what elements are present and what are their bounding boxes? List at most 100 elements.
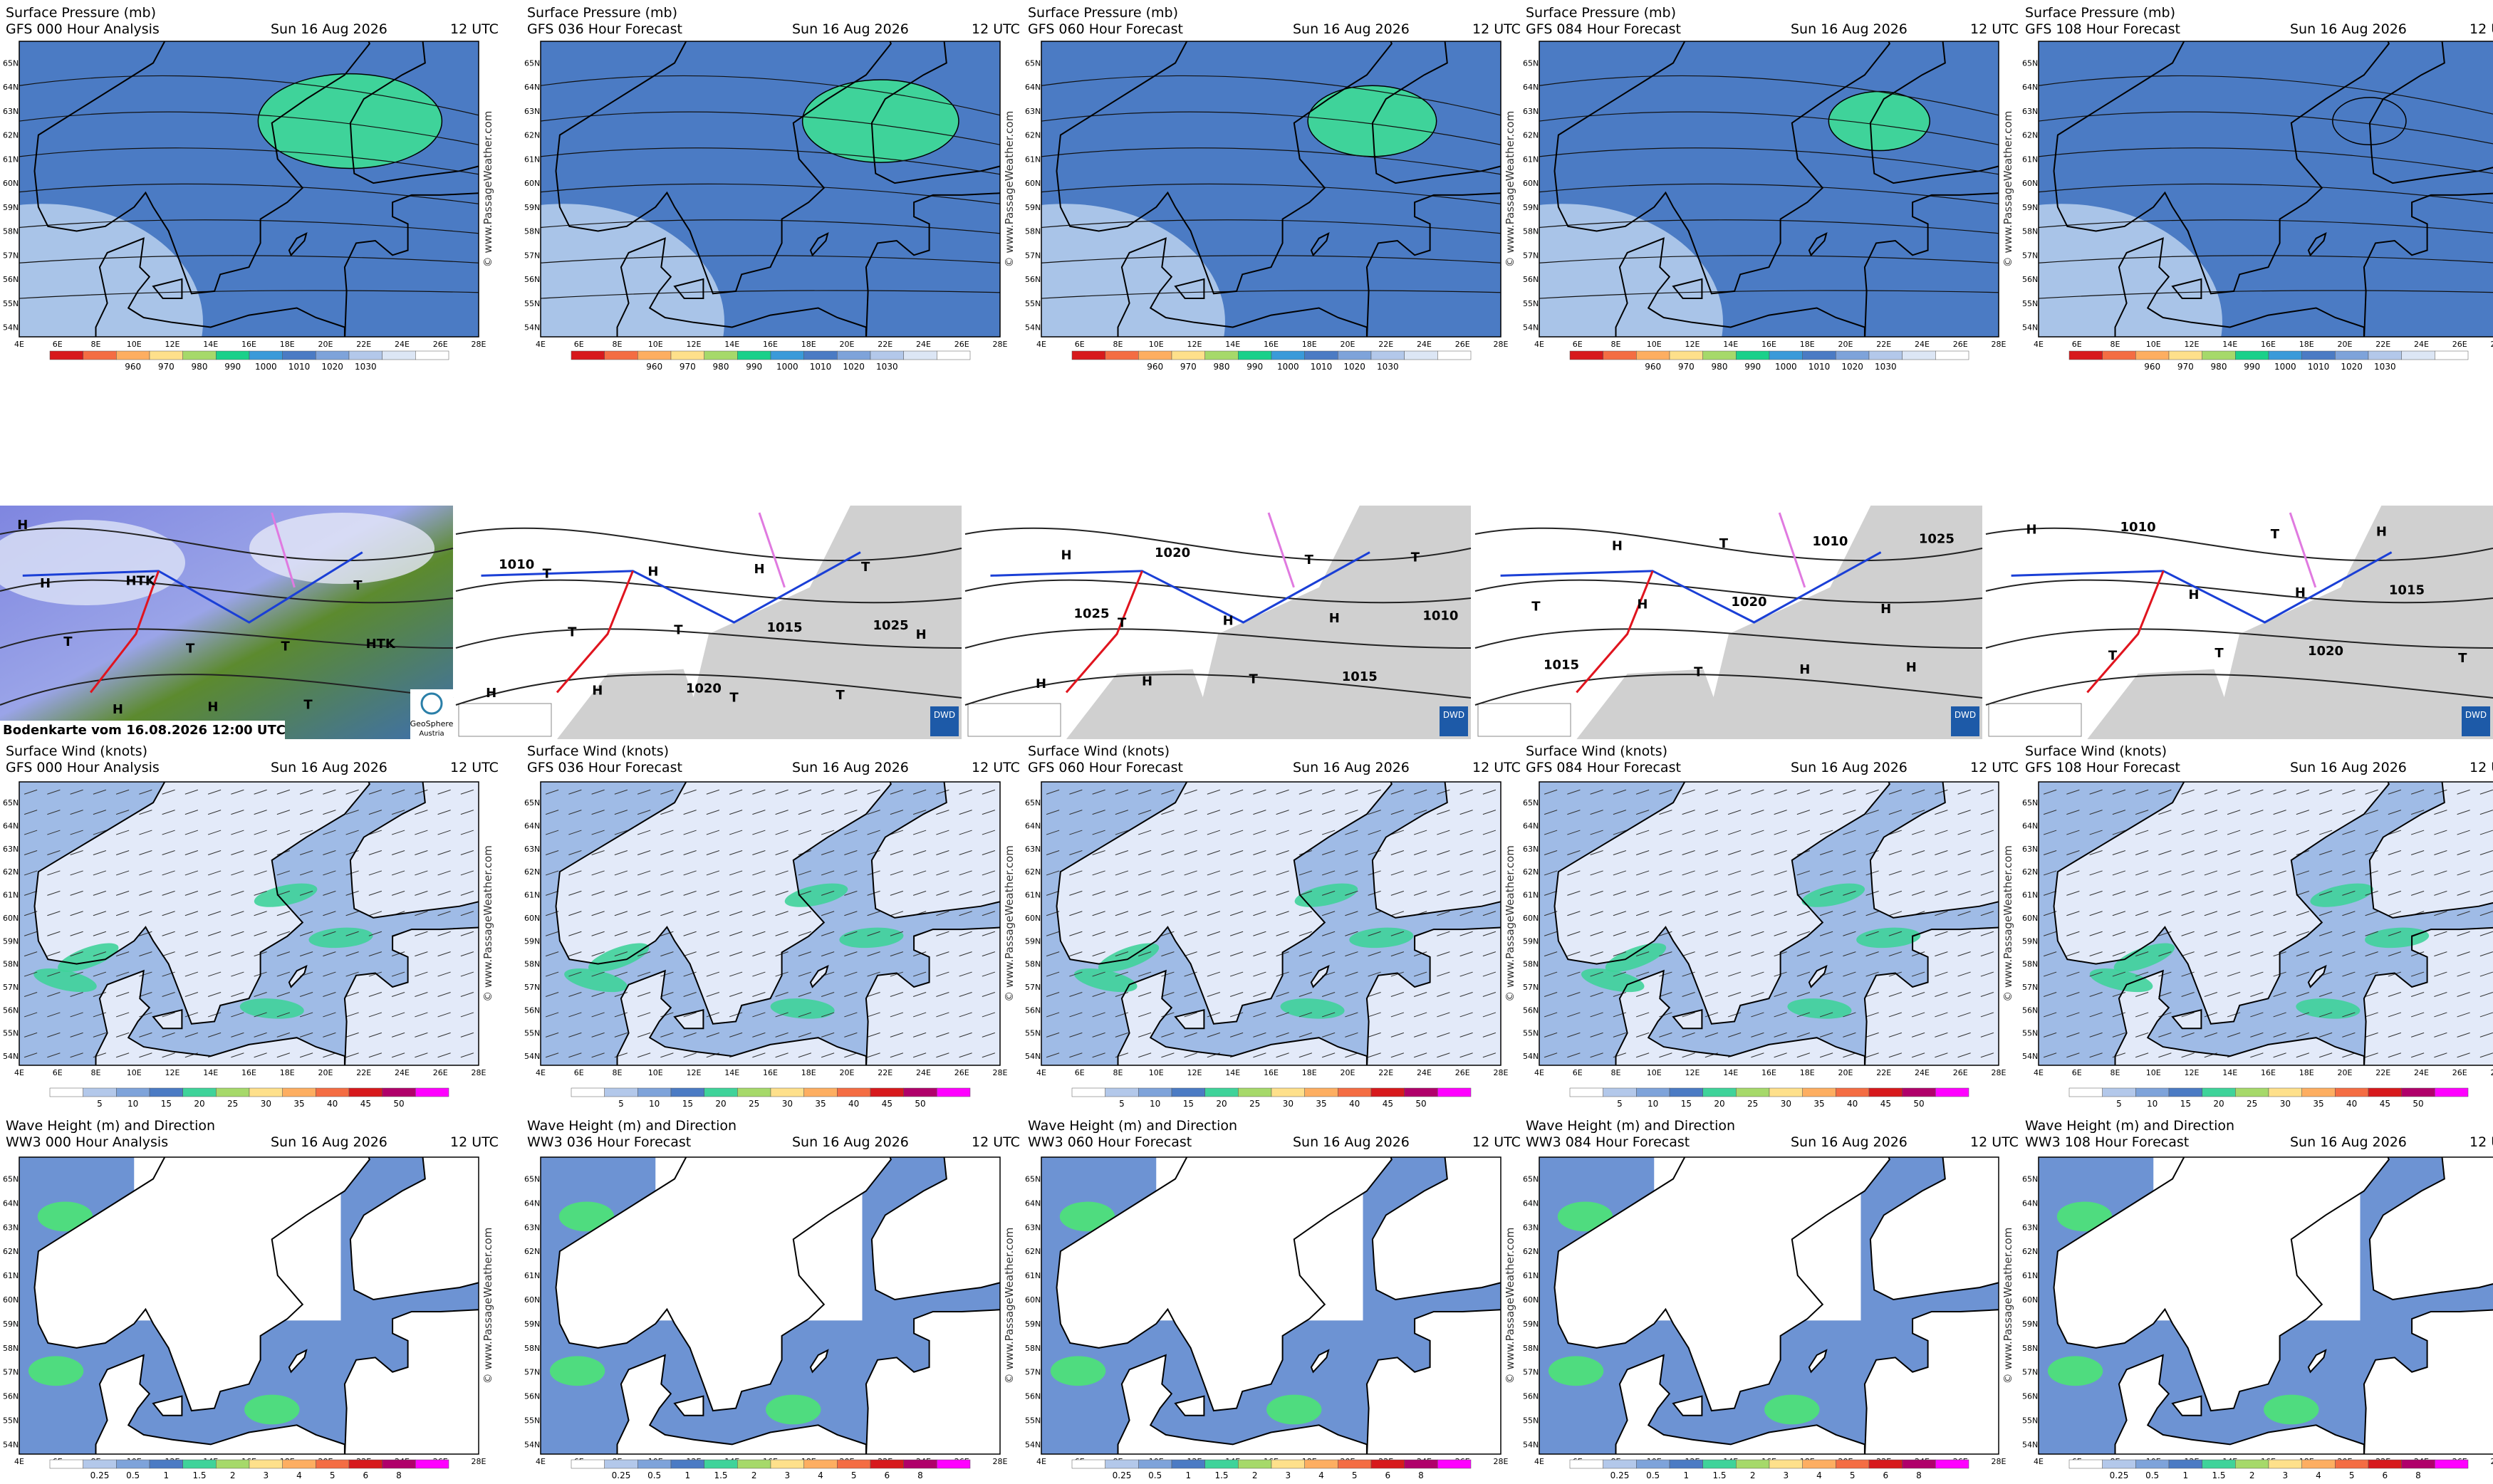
wind-barb xyxy=(959,1052,972,1058)
wind-barb xyxy=(1544,890,1558,896)
wind-barb xyxy=(2066,890,2080,896)
wind-barb xyxy=(299,1032,313,1038)
wind-barb xyxy=(1161,810,1175,815)
colorbar-label: 25 xyxy=(1747,1099,1758,1109)
lon-label: 10E xyxy=(1647,1068,1662,1077)
wind-barb xyxy=(2043,890,2057,896)
land xyxy=(1066,669,1218,739)
wind-barb xyxy=(1161,971,1175,977)
wind-barb xyxy=(1138,789,1152,795)
wind-barb xyxy=(1911,992,1925,997)
colorbar-swatch xyxy=(1370,350,1405,360)
wind-barb xyxy=(936,951,949,957)
colorbar-label: 25 xyxy=(749,1099,759,1109)
wind-barb xyxy=(1980,971,1994,977)
time-label: 12 UTC xyxy=(1472,1134,1521,1150)
wind-barb xyxy=(276,971,291,977)
pressure-center: H xyxy=(1329,611,1340,626)
wind-barb xyxy=(1843,992,1856,997)
wind-barb xyxy=(1590,890,1603,896)
wind-barb xyxy=(706,830,720,835)
high-waves xyxy=(1548,1356,1604,1386)
wind-barb xyxy=(2342,911,2356,916)
lat-label: 55N xyxy=(2022,1416,2038,1426)
colorbar-swatch xyxy=(83,1459,117,1469)
colorbar-swatch xyxy=(1105,1459,1139,1469)
wind-barb xyxy=(683,789,697,795)
wind-barb xyxy=(1276,890,1289,896)
wind-barb xyxy=(1774,789,1787,795)
colorbar-swatch xyxy=(49,1459,83,1469)
map xyxy=(1041,1157,1501,1454)
wind-barb xyxy=(867,911,880,916)
wind-barb xyxy=(70,870,83,876)
land xyxy=(557,669,709,739)
wind-barb xyxy=(1843,971,1856,977)
wind-barb xyxy=(1751,1012,1764,1018)
wind-barb xyxy=(1482,850,1497,855)
wind-barb xyxy=(1704,830,1719,835)
colorbar-label: 1 xyxy=(685,1470,691,1480)
wind-barb xyxy=(1774,992,1787,997)
wind-barb xyxy=(1567,1032,1581,1038)
wind-barb xyxy=(2365,1032,2378,1038)
wind-barb xyxy=(231,890,244,896)
wind-barb xyxy=(2479,890,2493,896)
wind-barb xyxy=(2410,850,2425,855)
lat-label: 60N xyxy=(524,179,540,188)
lat-label: 54N xyxy=(524,323,540,333)
wind-barb xyxy=(323,931,336,936)
colorbar-label: 0.25 xyxy=(90,1470,110,1480)
wind-barb xyxy=(591,1012,605,1018)
wind-barb xyxy=(1069,789,1083,795)
coastline xyxy=(865,926,1000,1065)
date-label: Sun 16 Aug 2026 xyxy=(1293,21,1410,37)
wind-barb xyxy=(1704,789,1719,795)
colorbar-swatch xyxy=(1338,1459,1372,1469)
wind-barb xyxy=(2318,890,2333,896)
wind-barb xyxy=(2181,931,2195,936)
map-frame xyxy=(19,781,479,1066)
wind-barb xyxy=(1751,951,1764,957)
wind-barb xyxy=(1138,830,1152,835)
wind-barb xyxy=(276,1032,291,1038)
wind-barb xyxy=(2296,1052,2310,1058)
wind-barb xyxy=(231,1032,244,1038)
isobar xyxy=(455,674,962,706)
wind-barb xyxy=(912,992,927,997)
high-waves xyxy=(1059,1201,1115,1232)
isobar xyxy=(0,674,454,706)
wind-barb xyxy=(844,890,858,896)
wind-barb xyxy=(231,971,244,977)
wind-barb xyxy=(936,1052,949,1058)
lat-label: 65N xyxy=(1025,1175,1041,1184)
wind-barb xyxy=(1046,890,1060,896)
wind-barb xyxy=(1069,1032,1083,1038)
wind-barb xyxy=(1888,931,1903,936)
wind-barb xyxy=(2043,789,2057,795)
wind-barb xyxy=(323,789,336,795)
pressure-center: H xyxy=(2188,587,2199,602)
low-area xyxy=(2332,97,2407,146)
wind-barb xyxy=(1796,810,1811,815)
wind-barb xyxy=(660,1052,674,1058)
wind-barb xyxy=(1253,992,1266,997)
wind-barb xyxy=(1613,789,1627,795)
pressure-center: T xyxy=(353,578,363,593)
wind-barb xyxy=(1046,931,1060,936)
wind-barb xyxy=(1115,911,1129,916)
run-label: WW3 036 Hour Forecast xyxy=(527,1134,691,1150)
land-calm xyxy=(2172,1010,2202,1029)
low-area xyxy=(801,79,959,163)
wind-barb xyxy=(1321,830,1336,835)
lon-label: 18E xyxy=(801,1068,816,1077)
badge-bg xyxy=(930,706,959,736)
wind-barb xyxy=(415,890,428,896)
wind-barb xyxy=(2410,810,2425,815)
wind-barb xyxy=(821,1012,835,1018)
wind-barb xyxy=(775,1032,789,1038)
wind-barb xyxy=(1935,1052,1948,1058)
wind-barb xyxy=(1774,870,1787,876)
colorbar-swatch xyxy=(2235,1459,2269,1469)
wind-barb xyxy=(1138,1012,1152,1018)
